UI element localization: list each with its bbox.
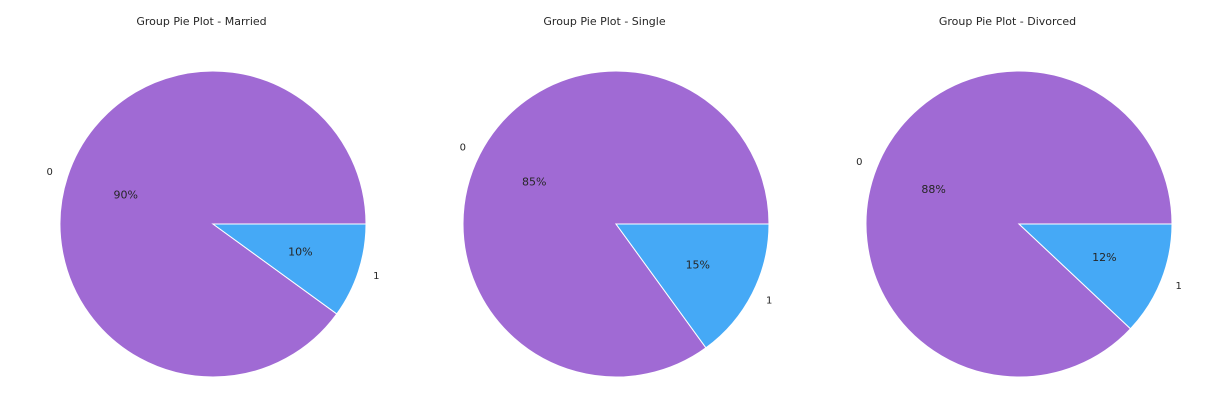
pie-category-label: 0 (460, 143, 466, 154)
chart-title: Group Pie Plot - Married (136, 15, 267, 28)
pie-percent-label: 12% (1092, 251, 1116, 264)
chart-title: Group Pie Plot - Divorced (938, 15, 1077, 28)
pie-percent-label: 15% (686, 259, 710, 272)
pie-chart-single: Group Pie Plot - Single 85% 0 15% 1 (403, 0, 806, 404)
pie-svg: 90% 0 10% 1 (47, 70, 379, 378)
pie-category-label: 1 (373, 271, 379, 282)
pie-percent-label: 85% (522, 175, 546, 188)
pie-category-label: 1 (766, 295, 772, 306)
pie-svg: 88% 0 12% 1 (856, 70, 1182, 378)
pie-percent-label: 90% (113, 189, 137, 202)
pie-svg: 85% 0 15% 1 (460, 70, 772, 378)
pie-category-label: 0 (856, 157, 862, 168)
pie-category-label: 0 (47, 167, 53, 178)
pie-category-label: 1 (1175, 281, 1181, 292)
pie-slice-1 (1017, 223, 1173, 330)
pie-slice-1 (615, 223, 770, 349)
pie-slice-1 (211, 223, 367, 315)
pie-percent-label: 88% (921, 183, 945, 196)
pie-chart-married: Group Pie Plot - Married 90% 0 10% 1 (0, 0, 403, 404)
pie-percent-label: 10% (288, 245, 312, 258)
chart-title: Group Pie Plot - Single (543, 15, 666, 28)
pie-chart-divorced: Group Pie Plot - Divorced 88% 0 12% 1 (806, 0, 1209, 404)
